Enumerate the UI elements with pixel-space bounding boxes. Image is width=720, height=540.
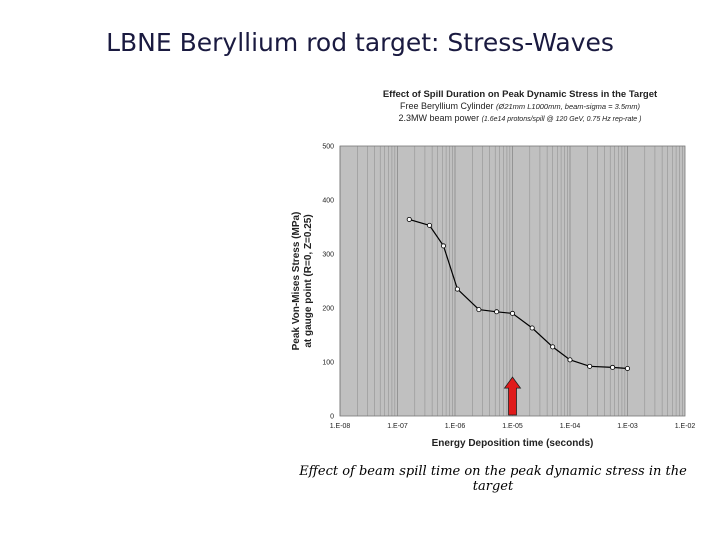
y-tick-labels: 0 100 200 300 400 500 <box>322 144 334 421</box>
chart-subtitle-1-detail: (Ø21mm L1000mm, beam-sigma = 3.5mm) <box>496 102 641 111</box>
data-point <box>406 216 412 222</box>
slide-title: LBNE Beryllium rod target: Stress-Waves <box>106 28 614 57</box>
y-tick-label: 200 <box>322 306 334 313</box>
chart-subtitle-1: Free Beryllium Cylinder (Ø21mm L1000mm, … <box>400 101 641 111</box>
y-tick-label: 0 <box>330 414 334 421</box>
y-axis-label-1: Peak Von-Mises Stress (MPa) <box>291 212 302 351</box>
data-point <box>610 364 616 370</box>
data-point <box>509 310 515 316</box>
data-point <box>567 357 573 363</box>
chart-subtitle-1-main: Free Beryllium Cylinder <box>400 101 496 111</box>
y-tick-label: 400 <box>322 198 334 205</box>
y-tick-label: 300 <box>322 252 334 259</box>
x-tick-label: 1.E-07 <box>387 423 408 430</box>
data-point <box>550 344 556 350</box>
chart-subtitle-2-main: 2.3MW beam power <box>399 113 482 123</box>
y-axis-label-2: at gauge point (R=0, Z=0.25) <box>303 214 314 347</box>
chart: Effect of Spill Duration on Peak Dynamic… <box>283 78 703 460</box>
stress-chart-svg: Effect of Spill Duration on Peak Dynamic… <box>291 80 700 449</box>
chart-title: Effect of Spill Duration on Peak Dynamic… <box>383 89 658 100</box>
x-tick-label: 1.E-02 <box>675 423 696 430</box>
x-tick-label: 1.E-04 <box>560 423 581 430</box>
data-point <box>440 243 446 249</box>
y-tick-label: 100 <box>322 360 334 367</box>
plot-frame <box>339 145 686 417</box>
series-group <box>406 216 630 371</box>
x-tick-label: 1.E-05 <box>502 423 523 430</box>
x-tick-label: 1.E-08 <box>330 423 351 430</box>
chart-subtitle-2: 2.3MW beam power (1.6e14 protons/spill @… <box>399 113 642 123</box>
data-point <box>494 309 500 315</box>
x-axis-label: Energy Deposition time (seconds) <box>432 438 594 449</box>
data-point <box>529 325 535 331</box>
red-arrow-annotation <box>503 376 522 416</box>
data-point <box>454 286 460 292</box>
x-tick-label: 1.E-03 <box>617 423 638 430</box>
x-tick-label: 1.E-06 <box>445 423 466 430</box>
data-point <box>587 363 593 369</box>
x-tick-labels: 1.E-08 1.E-07 1.E-06 1.E-05 1.E-04 1.E-03 1.E-… <box>330 423 696 430</box>
chart-subtitle-2-detail: (1.6e14 protons/spill @ 120 GeV, 0.75 Hz… <box>482 116 642 123</box>
chart-header-bg <box>340 80 700 134</box>
data-point <box>624 365 630 371</box>
red-arrow <box>503 376 522 416</box>
data-point <box>426 222 432 228</box>
figure-caption: Effect of beam spill time on the peak dy… <box>299 464 687 494</box>
y-tick-label: 500 <box>322 144 334 151</box>
data-point <box>476 307 482 313</box>
grid-lines <box>339 146 683 416</box>
